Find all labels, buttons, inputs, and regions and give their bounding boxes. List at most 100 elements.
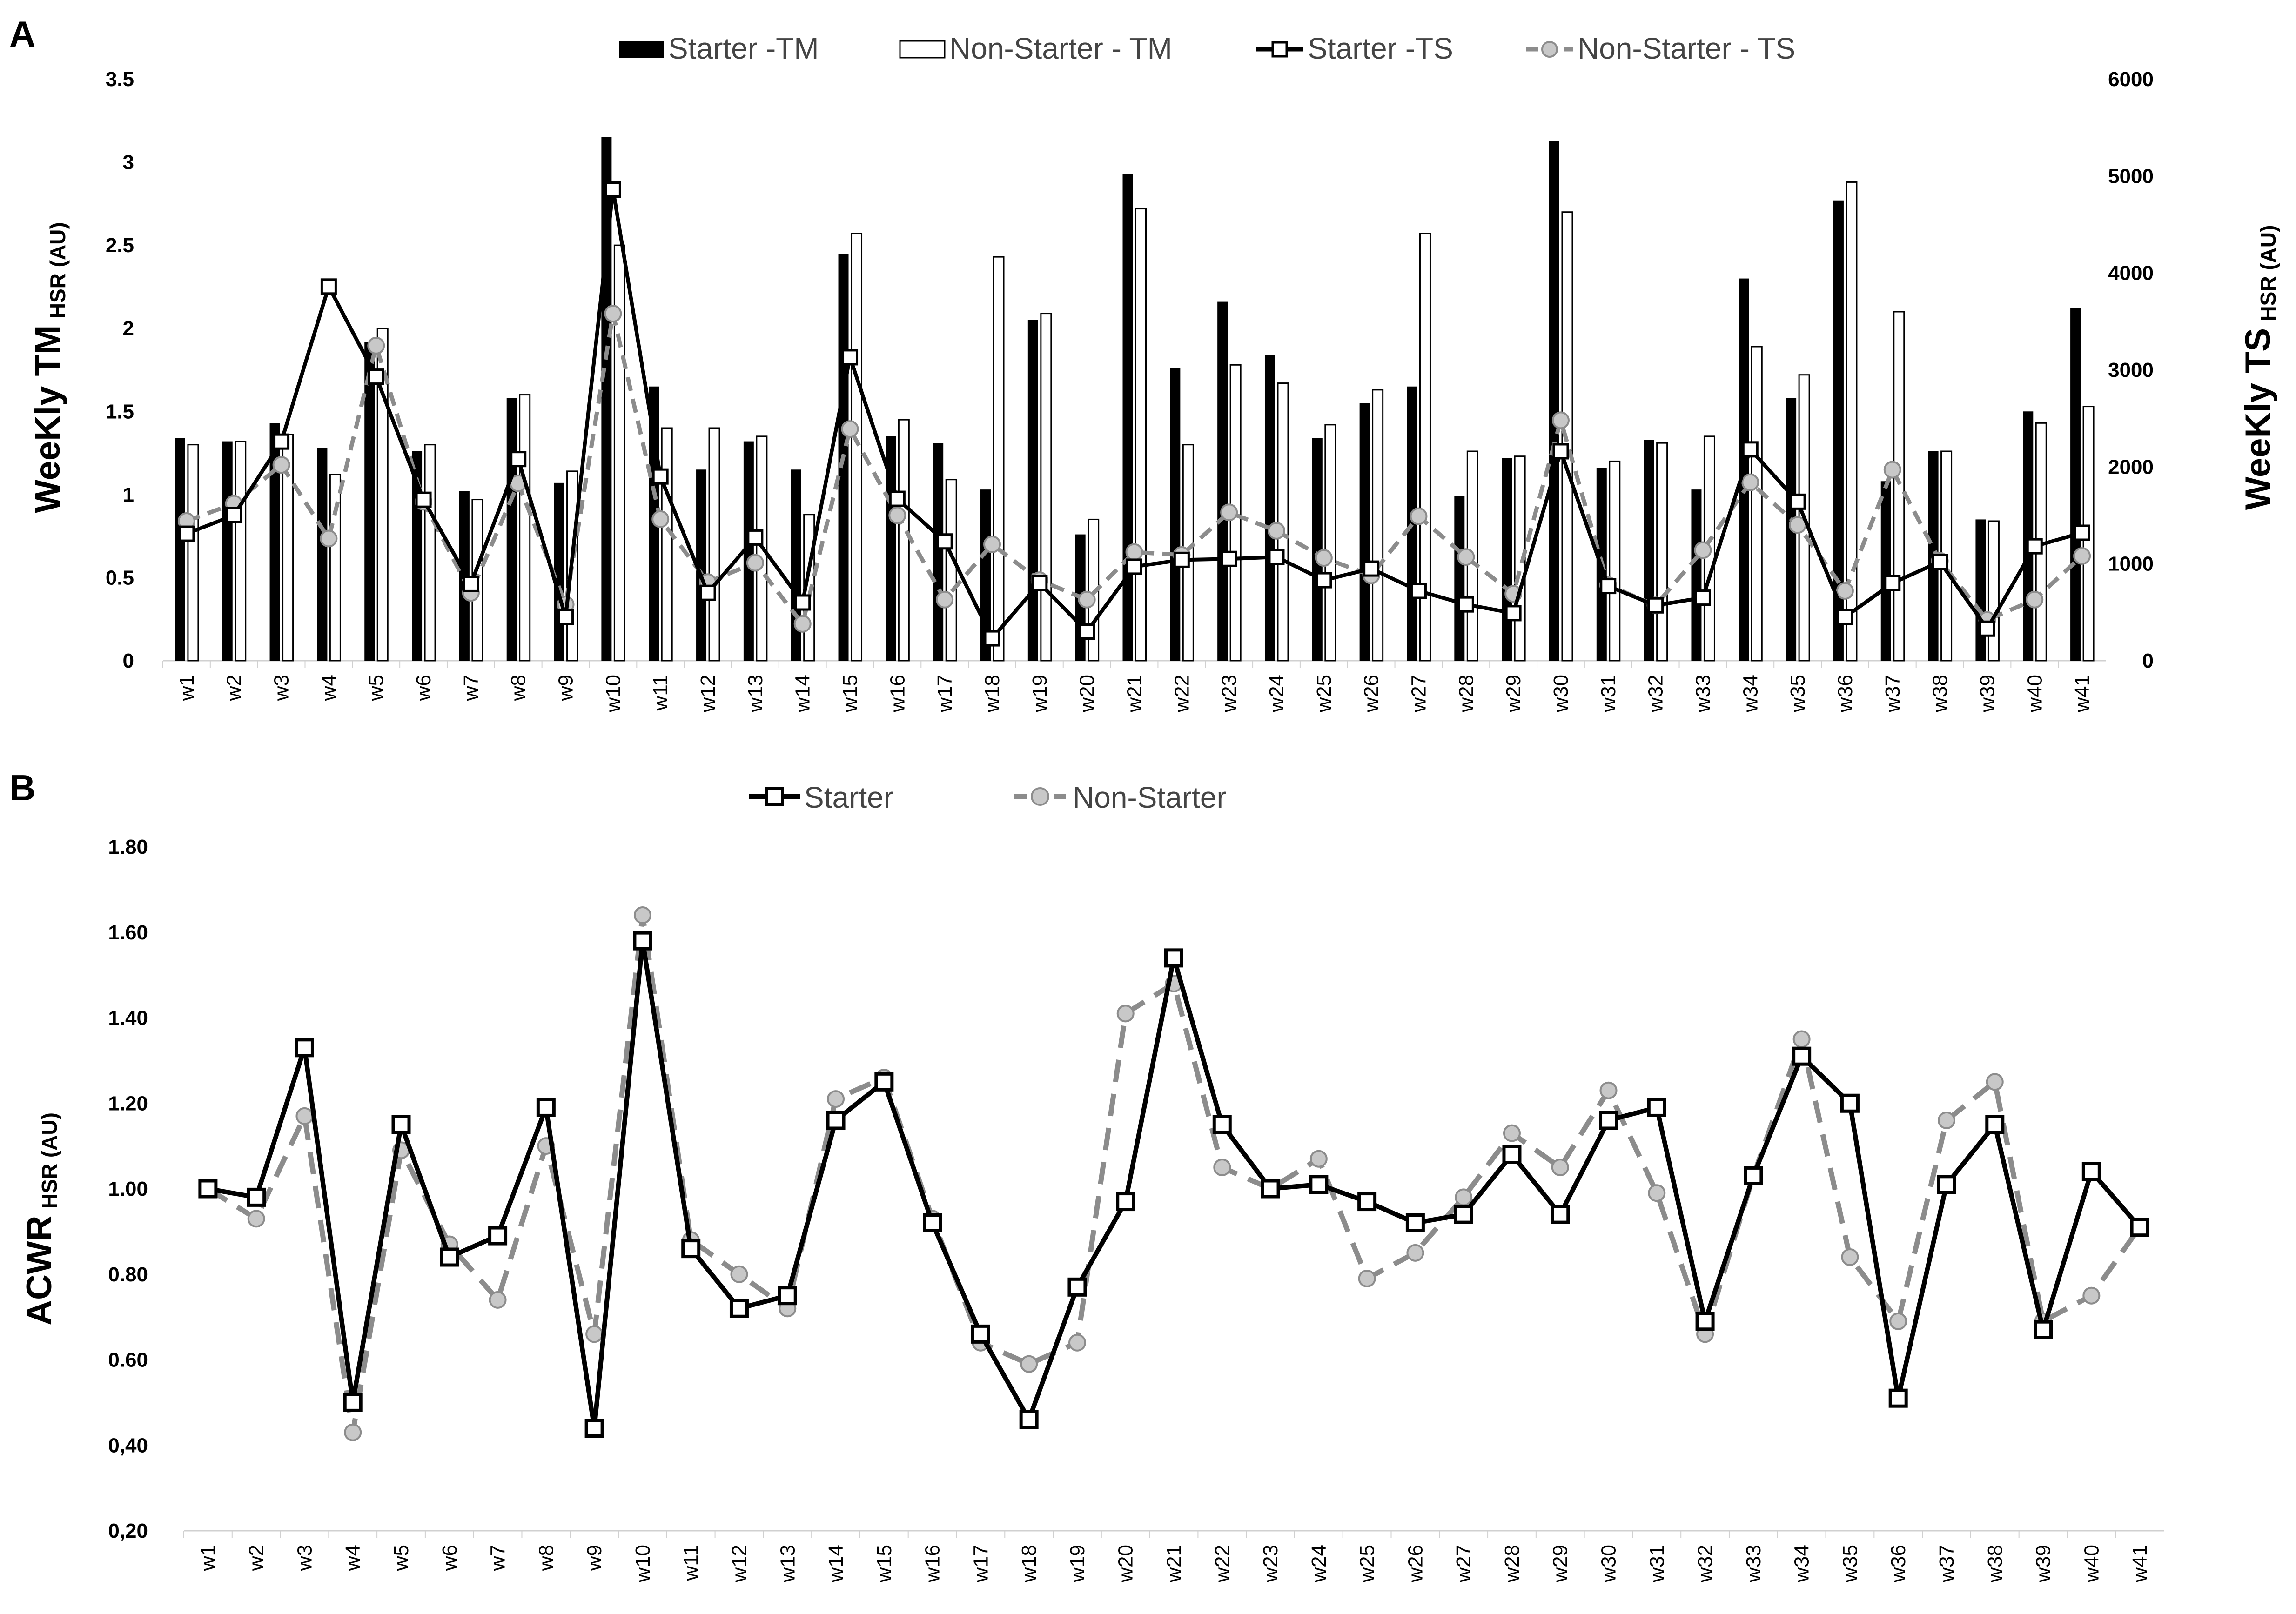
acwr-starter-point [1888, 1388, 1908, 1408]
non-starter-ts-point [651, 510, 670, 528]
bar-starter-tm [1122, 174, 1133, 661]
panel-b-axis-title: ACWR HSR (AU) [20, 1112, 61, 1326]
starter-ts-point [1694, 589, 1711, 606]
panel-a-x-tick-label: w10 [602, 675, 624, 713]
bar-starter-tm [933, 443, 944, 661]
acwr-non-starter-point [1648, 1184, 1666, 1202]
bar-non-starter-tm [1751, 346, 1763, 662]
panel-a-x-tick-label: w24 [1265, 675, 1288, 713]
starter-ts-point [1316, 572, 1332, 589]
panel-b-x-tick-label: w17 [969, 1545, 992, 1583]
acwr-starter-point [1695, 1312, 1715, 1331]
legend-swatch-non-starter-tm [899, 40, 946, 59]
panel-a-x-tick-label: w40 [2023, 675, 2046, 713]
acwr-starter-point [2034, 1320, 2053, 1339]
panel-b-y-tick-label: 1.20 [108, 1092, 148, 1115]
panel-a-x-tick-label: w29 [1502, 675, 1525, 713]
non-starter-ts-point [1410, 507, 1428, 525]
acwr-starter-point [1551, 1205, 1570, 1224]
non-starter-ts-point [1694, 541, 1712, 559]
panel-b-x-tick-label: w11 [680, 1545, 703, 1581]
acwr-non-starter-point [1309, 1150, 1328, 1168]
starter-ts-point [1884, 575, 1901, 591]
non-starter-ts-point [367, 336, 385, 355]
acwr-non-starter-point [1068, 1333, 1086, 1352]
acwr-non-starter-point [2082, 1286, 2101, 1305]
panel-a-left-title-sub: HSR (AU) [46, 222, 70, 318]
panel-a-x-tick-label: w15 [839, 675, 862, 713]
panel-a-x-tick-label: w21 [1123, 675, 1146, 713]
bar-non-starter-tm [1040, 313, 1052, 662]
acwr-starter-point [536, 1098, 556, 1117]
acwr-starter-point [2081, 1162, 2101, 1181]
panel-a-x-tick-label: w4 [317, 675, 340, 701]
acwr-starter-point [343, 1393, 363, 1412]
acwr-starter-point [1937, 1175, 1956, 1194]
panel-b-x-tick-label: w4 [342, 1545, 364, 1571]
starter-ts-point [842, 349, 859, 366]
bar-non-starter-tm [1987, 520, 2000, 662]
non-starter-ts-point [1883, 461, 1901, 479]
non-starter-ts-point [841, 420, 859, 438]
panel-b-x-tick-label: w23 [1259, 1545, 1282, 1583]
acwr-non-starter-point [247, 1210, 265, 1228]
bar-non-starter-tm [851, 233, 863, 662]
acwr-starter-point [1405, 1213, 1425, 1232]
panel-b-x-tick-label: w39 [2032, 1545, 2055, 1583]
panel-a-x-tick-label: w33 [1692, 675, 1714, 713]
bar-starter-tm [1691, 489, 1702, 661]
panel-a-x-tick-label: w22 [1170, 675, 1193, 713]
panel-a-ticks: 0 0.5 1 1.5 2 2.5 3 3.5 0 1000 2000 3000 4000 5000 600… [106, 68, 2154, 713]
non-starter-ts-line [186, 311, 2084, 626]
panel-a-x-tick-label: w28 [1455, 675, 1477, 713]
panel-a-right-title-main: WeeKly TS [2238, 328, 2278, 510]
panel-a-x-tick-label: w23 [1218, 675, 1241, 713]
panel-b-title-sub: HSR (AU) [37, 1112, 61, 1209]
panel-b-x-tick-label: w29 [1549, 1545, 1572, 1583]
panel-a-left-tick-label: 2 [123, 317, 134, 340]
bar-non-starter-tm [1656, 442, 1668, 662]
panel-b-x-tick-label: w22 [1211, 1545, 1234, 1583]
legend-label-non-starter: Non-Starter [1073, 781, 1227, 814]
acwr-starter-point [1985, 1115, 2005, 1134]
panel-b-x-tick-label: w35 [1839, 1545, 1861, 1583]
panel-b-legend: Starter Non-Starter [749, 781, 1227, 814]
starter-ts-point [510, 451, 527, 468]
acwr-non-starter-point [295, 1107, 314, 1125]
legend-label-non-starter-ts: Non-Starter - TS [1578, 32, 1795, 65]
panel-a-right-tick-label: 5000 [2108, 165, 2154, 188]
panel-a-x-tick-label: w37 [1881, 675, 1904, 713]
bar-non-starter-tm [661, 427, 673, 662]
acwr-starter-point [247, 1187, 266, 1207]
starter-ts-point [1505, 605, 1522, 622]
bar-starter-tm [1217, 301, 1228, 661]
bar-non-starter-tm [1372, 389, 1384, 662]
acwr-starter-point [923, 1213, 942, 1232]
starter-ts-point [1173, 551, 1190, 568]
panel-a-right-tick-label: 6000 [2108, 68, 2154, 91]
bar-non-starter-tm [424, 444, 436, 662]
panel-a-x-tick-label: w26 [1360, 675, 1383, 713]
bar-non-starter-tm [1277, 382, 1289, 662]
panel-b-y-tick-label: 1.60 [108, 921, 148, 944]
panel-a-left-tick-label: 1.5 [106, 400, 134, 423]
panel-a-lines [177, 181, 2091, 647]
acwr-starter-point [1164, 948, 1183, 968]
bar-starter-tm [743, 441, 754, 661]
acwr-starter-point [729, 1299, 749, 1318]
bar-non-starter-tm [519, 394, 531, 662]
panel-a-x-tick-label: w1 [175, 675, 198, 701]
acwr-starter-point [971, 1324, 990, 1344]
panel-a-x-tick-label: w27 [1407, 675, 1430, 713]
panel-a-right-axis-title: WeeKly TS HSR (AU) [2238, 225, 2280, 510]
acwr-non-starter-point [1841, 1248, 1859, 1266]
acwr-starter-point [440, 1247, 459, 1267]
panel-a: A WeeKly TM HSR (AU) WeeKly TS HSR (AU) … [9, 13, 2280, 713]
starter-ts-point [699, 584, 716, 601]
bar-non-starter-tm [993, 256, 1005, 662]
panel-b-y-tick-label: 1.00 [108, 1178, 148, 1200]
acwr-starter-point [1309, 1175, 1329, 1194]
acwr-starter-point [295, 1038, 314, 1058]
acwr-starter-point [198, 1179, 218, 1199]
bar-non-starter-tm [613, 244, 625, 662]
